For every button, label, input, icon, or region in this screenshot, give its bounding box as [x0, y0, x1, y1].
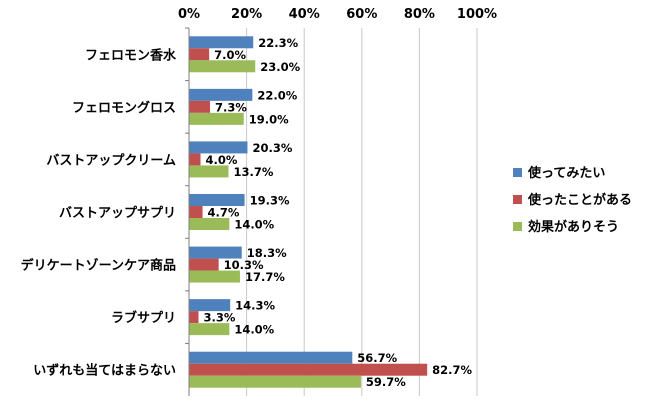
x-tick-label: 80%: [404, 7, 435, 22]
bar: [189, 218, 230, 230]
category-label: ラブサプリ: [111, 310, 176, 326]
legend-swatch: [513, 168, 522, 177]
category-label: デリケートゾーンケア商品: [21, 258, 176, 274]
bar: [189, 270, 240, 283]
bar: [189, 258, 219, 271]
bar: [189, 363, 428, 376]
legend-swatch: [513, 222, 522, 231]
bar: [189, 194, 245, 206]
data-label: 18.3%: [247, 246, 287, 260]
data-label: 4.7%: [208, 206, 240, 220]
bar: [189, 246, 242, 259]
bar: [189, 375, 361, 388]
data-label: 4.0%: [206, 153, 238, 167]
data-label: 14.0%: [234, 218, 274, 232]
category-label: フェロモングロス: [72, 100, 176, 116]
category-label: バストアップクリーム: [46, 153, 176, 168]
x-axis-ticks: 0% 20% 40% 60% 80% 100%: [178, 7, 497, 22]
legend-label: 使ってみたい: [527, 165, 605, 181]
data-label: 20.3%: [252, 141, 292, 155]
bar: [189, 351, 353, 364]
data-label: 19.3%: [250, 194, 290, 208]
data-labels: 22.3% 7.0% 23.0% 22.0% 7.3%19.0% 20.3% 4.0%13.…: [204, 36, 473, 389]
category-label: バストアップサプリ: [59, 206, 176, 221]
data-label: 19.0%: [249, 112, 289, 126]
data-label: 7.3%: [215, 100, 247, 114]
data-label: 13.7%: [233, 165, 273, 179]
bar: [189, 153, 201, 166]
bar: [189, 60, 256, 73]
bar: [189, 165, 229, 178]
bars: [189, 36, 428, 388]
legend-label: 効果がありそう: [528, 219, 619, 235]
category-label: いずれも当てはまらない: [33, 363, 176, 379]
bar: [189, 323, 230, 336]
bar: [189, 141, 248, 154]
bar: [189, 311, 199, 324]
bar: [189, 299, 231, 312]
data-label: 59.7%: [366, 375, 406, 389]
x-tick-label: 60%: [346, 7, 377, 22]
legend-swatch: [513, 195, 522, 204]
legend-label: 使ったことがある: [527, 192, 632, 208]
gridlines: [246, 28, 478, 396]
data-label: 7.0%: [214, 48, 246, 62]
x-tick-label: 0%: [178, 7, 200, 22]
data-label: 82.7%: [432, 363, 472, 377]
category-label: フェロモン香水: [85, 47, 177, 63]
data-label: 3.3%: [204, 311, 236, 325]
data-label: 17.7%: [245, 270, 285, 284]
bar: [189, 88, 253, 101]
data-label: 22.0%: [257, 88, 297, 102]
data-label: 22.3%: [258, 36, 298, 50]
data-label: 14.0%: [234, 323, 274, 337]
data-label: 10.3%: [224, 258, 264, 272]
data-label: 23.0%: [260, 60, 300, 74]
x-tick-label: 100%: [457, 7, 497, 22]
data-label: 56.7%: [357, 351, 397, 365]
x-tick-label: 20%: [231, 7, 262, 22]
category-labels: フェロモン香水フェロモングロスバストアップクリームバストアップサプリデリケートゾ…: [21, 27, 189, 379]
bar: [189, 48, 210, 61]
bar: [189, 112, 244, 125]
bar: [189, 206, 203, 218]
bar: [189, 36, 254, 49]
data-label: 14.3%: [235, 299, 275, 313]
bar: [189, 100, 211, 113]
x-tick-label: 40%: [289, 7, 320, 22]
